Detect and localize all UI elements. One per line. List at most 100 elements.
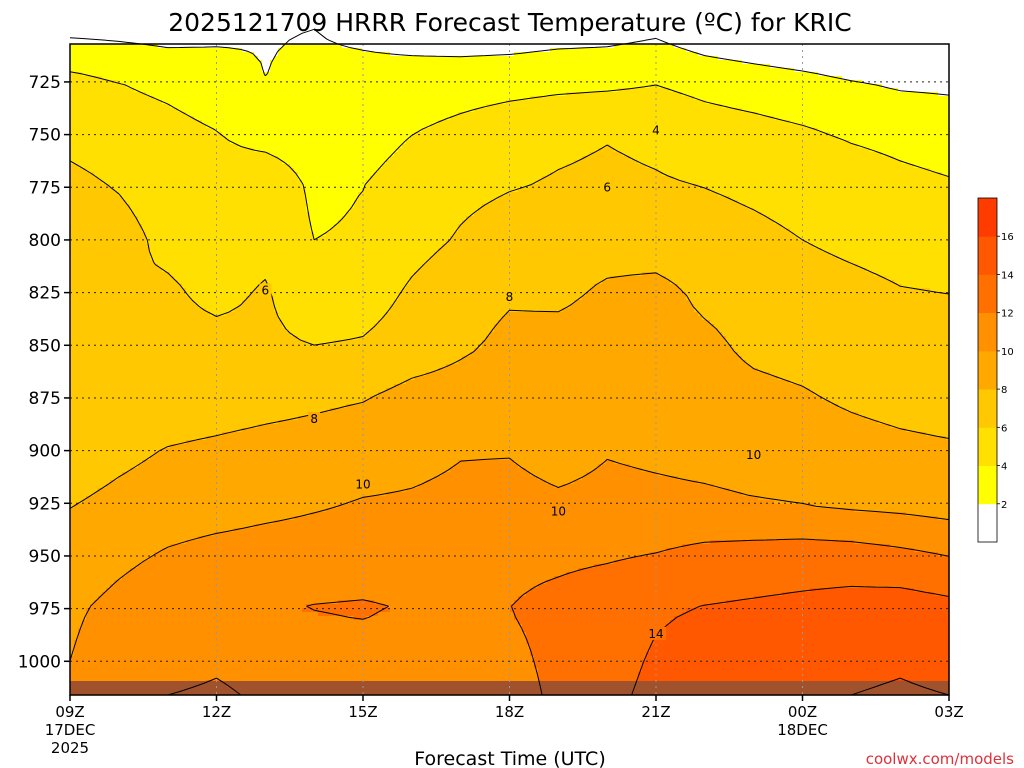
- temperature-cell: [158, 412, 163, 417]
- temperature-cell: [134, 404, 139, 409]
- temperature-cell: [82, 288, 87, 293]
- temperature-cell: [126, 212, 131, 217]
- temperature-cell: [166, 464, 171, 469]
- temperature-cell: [150, 396, 155, 401]
- temperature-cell: [102, 148, 107, 153]
- temperature-cell: [118, 132, 123, 137]
- temperature-cell: [162, 312, 167, 317]
- temperature-cell: [182, 484, 187, 489]
- temperature-cell: [142, 348, 147, 353]
- temperature-cell: [138, 268, 143, 273]
- temperature-cell: [158, 104, 163, 109]
- temperature-cell: [74, 616, 79, 621]
- temperature-cell: [118, 640, 123, 645]
- temperature-cell: [70, 296, 75, 301]
- temperature-cell: [102, 344, 107, 349]
- temperature-cell: [82, 552, 87, 557]
- temperature-cell: [126, 252, 131, 257]
- temperature-cell: [170, 356, 175, 361]
- temperature-cell: [98, 524, 103, 529]
- temperature-cell: [174, 292, 179, 297]
- temperature-cell: [146, 336, 151, 341]
- temperature-cell: [126, 400, 131, 405]
- temperature-cell: [106, 316, 111, 321]
- temperature-cell: [150, 408, 155, 413]
- temperature-cell: [118, 480, 123, 485]
- temperature-cell: [106, 88, 111, 93]
- temperature-cell: [138, 652, 143, 657]
- temperature-cell: [138, 248, 143, 253]
- temperature-cell: [170, 324, 175, 329]
- temperature-cell: [158, 524, 163, 529]
- temperature-cell: [134, 52, 139, 57]
- temperature-cell: [146, 232, 151, 237]
- temperature-cell: [162, 532, 167, 537]
- temperature-cell: [106, 308, 111, 313]
- temperature-cell: [170, 600, 175, 605]
- temperature-cell: [154, 140, 159, 145]
- temperature-cell: [130, 68, 135, 73]
- temperature-cell: [98, 316, 103, 321]
- temperature-cell: [106, 128, 111, 133]
- temperature-cell: [110, 184, 115, 189]
- temperature-cell: [122, 436, 127, 441]
- temperature-cell: [86, 636, 91, 641]
- temperature-cell: [130, 360, 135, 365]
- temperature-cell: [154, 312, 159, 317]
- temperature-cell: [122, 100, 127, 105]
- temperature-cell: [98, 628, 103, 633]
- temperature-cell: [114, 608, 119, 613]
- temperature-cell: [138, 152, 143, 157]
- temperature-cell: [178, 292, 183, 297]
- temperature-cell: [182, 664, 187, 669]
- temperature-cell: [102, 448, 107, 453]
- temperature-cell: [86, 120, 91, 125]
- temperature-cell: [170, 180, 175, 185]
- temperature-cell: [70, 560, 75, 565]
- temperature-cell: [122, 420, 127, 425]
- temperature-cell: [138, 668, 143, 673]
- temperature-cell: [94, 336, 99, 341]
- temperature-cell: [186, 76, 191, 81]
- temperature-cell: [114, 48, 119, 53]
- temperature-cell: [170, 76, 175, 81]
- temperature-cell: [138, 148, 143, 153]
- temperature-cell: [122, 184, 127, 189]
- temperature-cell: [162, 248, 167, 253]
- temperature-cell: [154, 236, 159, 241]
- temperature-cell: [162, 632, 167, 637]
- temperature-cell: [138, 236, 143, 241]
- temperature-cell: [90, 96, 95, 101]
- temperature-cell: [122, 404, 127, 409]
- temperature-cell: [110, 96, 115, 101]
- temperature-cell: [74, 456, 79, 461]
- temperature-cell: [178, 552, 183, 557]
- temperature-cell: [150, 388, 155, 393]
- temperature-cell: [82, 572, 87, 577]
- temperature-cell: [170, 216, 175, 221]
- temperature-cell: [70, 340, 75, 345]
- temperature-cell: [102, 580, 107, 585]
- temperature-cell: [182, 652, 187, 657]
- temperature-cell: [122, 168, 127, 173]
- temperature-cell: [70, 672, 75, 677]
- temperature-cell: [114, 676, 119, 681]
- temperature-cell: [158, 488, 163, 493]
- temperature-cell: [130, 504, 135, 509]
- temperature-cell: [114, 376, 119, 381]
- temperature-cell: [82, 476, 87, 481]
- temperature-cell: [138, 508, 143, 513]
- temperature-cell: [190, 436, 195, 441]
- temperature-cell: [94, 128, 99, 133]
- temperature-cell: [170, 648, 175, 653]
- temperature-cell: [178, 408, 183, 413]
- temperature-cell: [134, 104, 139, 109]
- temperature-cell: [170, 284, 175, 289]
- temperature-cell: [166, 564, 171, 569]
- temperature-cell: [154, 248, 159, 253]
- temperature-cell: [70, 112, 75, 117]
- temperature-cell: [142, 272, 147, 277]
- temperature-cell: [182, 224, 187, 229]
- temperature-cell: [74, 580, 79, 585]
- temperature-cell: [166, 668, 171, 673]
